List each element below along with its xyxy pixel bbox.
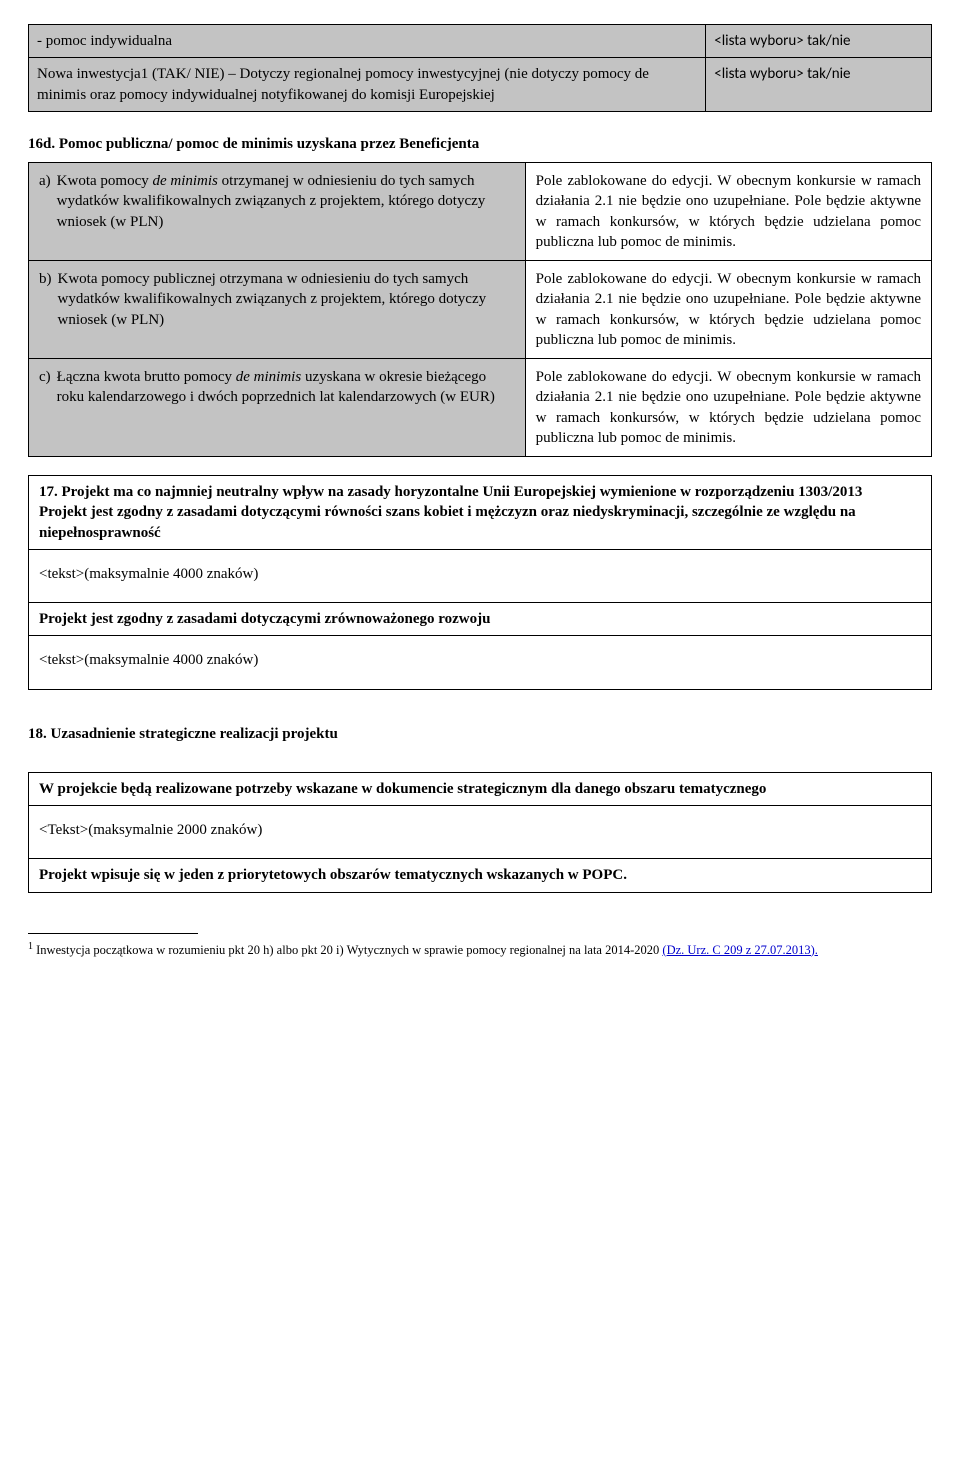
section-17-row2: Projekt jest zgodny z zasadami dotyczący… xyxy=(29,603,932,636)
cell-16d-a-label: a) Kwota pomocy de minimis otrzymanej w … xyxy=(29,163,526,261)
cell-16d-b-desc: Pole zablokowane do edycji. W obecnym ko… xyxy=(525,261,931,359)
cell-16d-c-desc: Pole zablokowane do edycji. W obecnym ko… xyxy=(525,359,931,457)
cell-16d-c-label: c) Łączna kwota brutto pomocy de minimis… xyxy=(29,359,526,457)
section-18-title: 18. Uzasadnienie strategiczne realizacji… xyxy=(28,724,932,744)
cell-label: Nowa inwestycja1 (TAK/ NIE) – Dotyczy re… xyxy=(29,58,706,112)
section-18-row1: W projekcie będą realizowane potrzeby ws… xyxy=(29,772,932,805)
table-17: 17. Projekt ma co najmniej neutralny wpł… xyxy=(28,475,932,690)
list-marker: c) xyxy=(39,367,51,408)
table-18: W projekcie będą realizowane potrzeby ws… xyxy=(28,772,932,893)
section-18-row2: Projekt wpisuje się w jeden z prioryteto… xyxy=(29,859,932,892)
section-17-title: 17. Projekt ma co najmniej neutralny wpł… xyxy=(29,476,932,550)
label-text: Kwota pomocy publicznej otrzymana w odni… xyxy=(58,269,515,330)
footnote-link[interactable]: (Dz. Urz. C 209 z 27.07.2013). xyxy=(662,943,818,957)
label-text: Łączna kwota brutto pomocy de minimis uz… xyxy=(57,367,515,408)
footnote-1: 1 Inwestycja początkowa w rozumieniu pkt… xyxy=(28,940,932,959)
cell-label: - pomoc indywidualna xyxy=(29,25,706,58)
footnote-text: Inwestycja początkowa w rozumieniu pkt 2… xyxy=(33,943,662,957)
list-marker: a) xyxy=(39,171,51,232)
label-text: Kwota pomocy de minimis otrzymanej w odn… xyxy=(57,171,515,232)
table-16d: a) Kwota pomocy de minimis otrzymanej w … xyxy=(28,162,932,457)
list-marker: b) xyxy=(39,269,52,330)
field-17-2[interactable]: <tekst>(maksymalnie 4000 znaków) xyxy=(29,636,932,689)
field-18-1[interactable]: <Tekst>(maksymalnie 2000 znaków) xyxy=(29,806,932,859)
cell-value: <lista wyboru> tak/nie xyxy=(706,25,932,58)
section-16d-title: 16d. Pomoc publiczna/ pomoc de minimis u… xyxy=(28,134,932,154)
cell-16d-a-desc: Pole zablokowane do edycji. W obecnym ko… xyxy=(525,163,931,261)
cell-value: <lista wyboru> tak/nie xyxy=(706,58,932,112)
field-17-1[interactable]: <tekst>(maksymalnie 4000 znaków) xyxy=(29,549,932,602)
cell-16d-b-label: b) Kwota pomocy publicznej otrzymana w o… xyxy=(29,261,526,359)
table-pomoc-indywidualna: - pomoc indywidualna <lista wyboru> tak/… xyxy=(28,24,932,112)
footnote-separator xyxy=(28,933,198,934)
